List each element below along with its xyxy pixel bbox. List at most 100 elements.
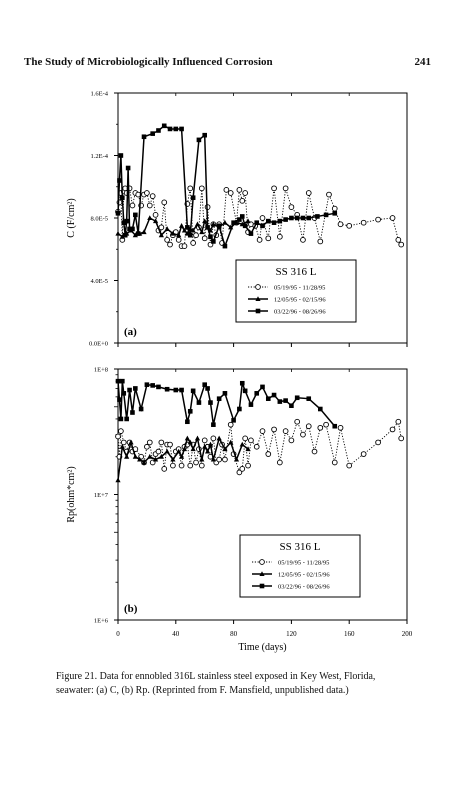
legend-swatch-marker-a-2	[255, 296, 261, 301]
y-tick-label-a-1: 1.2E-4	[90, 153, 108, 160]
data-point-a-2-8	[152, 218, 159, 224]
data-point-b-3-1	[117, 397, 122, 402]
panel-label-b: (b)	[124, 603, 138, 615]
y-tick-label-b-2: 1E+6	[94, 618, 109, 625]
data-point-a-3-29	[231, 220, 236, 225]
data-point-a-1-26	[181, 243, 188, 249]
data-point-b-3-24	[216, 396, 222, 401]
data-point-b-3-34	[271, 392, 277, 398]
data-point-b-1-3	[120, 439, 127, 446]
data-point-a-3-20	[187, 232, 193, 238]
data-point-a-1-21	[167, 241, 173, 248]
data-point-a-1-18	[158, 224, 165, 231]
series-a-1	[115, 185, 405, 249]
data-point-a-1-32	[198, 185, 205, 192]
data-point-b-3-29	[242, 388, 248, 394]
data-point-a-1-30	[193, 232, 199, 239]
data-point-b-3-20	[202, 382, 207, 387]
data-point-b-2-2	[124, 453, 130, 459]
series-b-2	[115, 435, 251, 483]
data-point-b-1-43	[245, 462, 251, 469]
data-point-b-1-65	[398, 435, 405, 442]
data-point-b-2-5	[137, 456, 143, 462]
data-point-b-3-31	[254, 391, 260, 396]
data-point-b-1-27	[193, 459, 199, 466]
data-point-a-1-45	[242, 190, 249, 196]
data-point-a-3-33	[248, 231, 254, 236]
data-point-a-1-19	[161, 199, 168, 206]
data-point-a-3-24	[205, 225, 210, 230]
data-point-a-1-58	[305, 190, 312, 196]
data-point-b-2-24	[216, 435, 222, 441]
data-point-a-3-37	[271, 220, 277, 225]
data-point-a-3-19	[185, 225, 190, 230]
data-point-b-3-26	[231, 418, 236, 423]
data-point-b-3-0	[115, 378, 121, 384]
data-point-b-2-28	[239, 441, 245, 447]
data-point-b-1-11	[146, 439, 153, 446]
data-point-a-1-16	[152, 212, 159, 218]
data-point-b-3-39	[306, 396, 312, 401]
caption-line-1: Figure 21. Data for ennobled 316L stainl…	[56, 671, 376, 682]
data-point-a-3-6	[124, 218, 129, 224]
y-axis-label-a: C (F/cm²)	[66, 198, 77, 237]
data-point-a-2-18	[194, 221, 201, 227]
data-point-b-3-2	[118, 416, 124, 422]
data-point-a-1-24	[175, 237, 182, 243]
data-point-b-3-28	[239, 380, 245, 386]
data-point-a-2-23	[210, 221, 216, 227]
data-point-b-1-45	[253, 443, 260, 450]
data-point-a-3-18	[179, 126, 184, 132]
x-tick-label-b-5: 200	[402, 630, 413, 638]
data-point-b-3-27	[237, 406, 242, 412]
data-point-b-3-22	[208, 400, 213, 405]
data-point-a-1-8	[129, 202, 136, 209]
data-point-b-1-50	[282, 428, 289, 434]
data-point-b-3-4	[121, 391, 127, 396]
data-point-b-1-25	[187, 462, 194, 469]
data-point-a-3-28	[222, 243, 228, 249]
data-point-b-2-0	[115, 477, 121, 483]
data-point-a-1-41	[227, 190, 234, 196]
data-point-b-3-12	[156, 384, 161, 390]
data-point-a-3-2	[118, 153, 124, 158]
caption-line-2: seawater: (a) C, (b) Rp. (Reprinted from…	[56, 685, 349, 696]
data-point-a-2-20	[202, 218, 208, 224]
x-tick-label-b-0: 0	[116, 630, 120, 638]
data-point-b-1-10	[144, 443, 150, 450]
series-a-3	[115, 123, 338, 249]
data-point-b-1-49	[276, 459, 283, 466]
running-head: The Study of Microbiologically Influence…	[24, 56, 273, 68]
data-point-b-1-15	[158, 439, 165, 446]
y-tick-label-b-0: 1E+8	[94, 367, 108, 374]
data-point-b-1-55	[311, 448, 318, 455]
data-point-b-1-44	[248, 437, 254, 444]
data-point-b-2-11	[170, 456, 176, 462]
data-point-b-1-0	[115, 433, 121, 440]
data-point-b-3-5	[124, 416, 129, 422]
data-point-b-2-4	[132, 453, 138, 459]
data-point-b-1-19	[170, 462, 176, 469]
data-point-b-3-17	[187, 409, 193, 414]
data-point-a-3-21	[190, 195, 196, 200]
data-point-b-2-19	[199, 456, 205, 462]
page-number: 241	[414, 56, 432, 68]
data-point-a-3-14	[156, 128, 161, 133]
data-point-b-1-47	[265, 451, 272, 457]
data-point-a-1-29	[190, 240, 196, 246]
data-point-b-2-23	[210, 456, 216, 462]
legend-label-b-2: 12/05/95 - 02/15/96	[278, 572, 330, 579]
chart-panel-b: 1E+8 1E+7 1E+6 0 40 80 120 160 200 Rp(ohm*cm²) Tim…	[66, 367, 413, 654]
y-tick-label-a-4: 0.0E+0	[89, 341, 108, 348]
data-point-a-3-22	[196, 137, 202, 143]
data-point-b-3-23	[211, 422, 216, 427]
legend-title-b: SS 316 L	[280, 541, 321, 553]
data-point-b-2-1	[119, 443, 125, 449]
data-point-b-2-27	[233, 456, 240, 462]
x-tick-label-b-1: 40	[172, 630, 180, 638]
data-point-a-3-17	[173, 126, 179, 132]
data-point-a-3-40	[289, 215, 294, 221]
data-point-a-1-33	[201, 235, 208, 242]
data-point-b-3-16	[185, 419, 190, 425]
data-point-b-1-33	[210, 435, 217, 442]
